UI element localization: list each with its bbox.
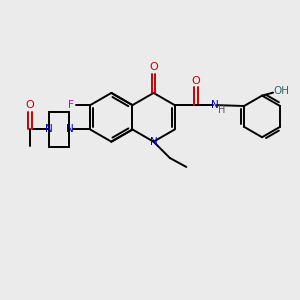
Text: O: O bbox=[149, 62, 158, 72]
Text: H: H bbox=[218, 106, 225, 116]
Text: N: N bbox=[211, 100, 218, 110]
Text: N: N bbox=[45, 124, 53, 134]
Text: F: F bbox=[68, 100, 74, 110]
Text: O: O bbox=[26, 100, 34, 110]
Text: N: N bbox=[66, 124, 73, 134]
Text: N: N bbox=[150, 137, 158, 147]
Text: O: O bbox=[192, 76, 200, 86]
Text: OH: OH bbox=[273, 86, 290, 96]
